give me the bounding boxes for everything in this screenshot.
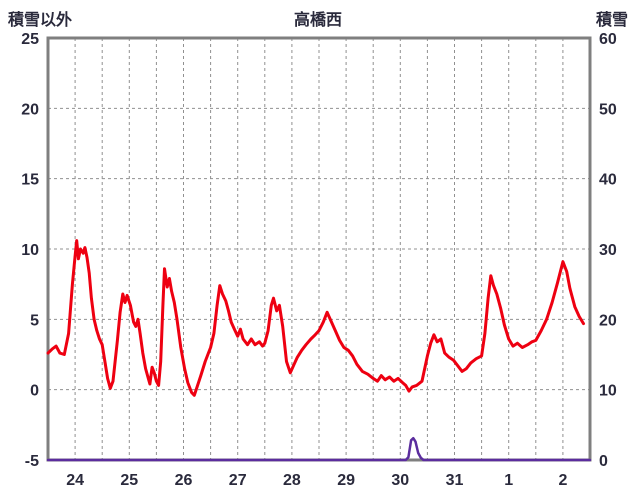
left-axis-tick-label: 15 bbox=[21, 172, 39, 189]
x-axis-day-label: 30 bbox=[391, 472, 409, 489]
x-axis-day-label: 27 bbox=[229, 472, 247, 489]
right-axis-tick-label: 20 bbox=[599, 312, 617, 329]
x-axis-day-label: 31 bbox=[446, 472, 464, 489]
left-axis-tick-label: 5 bbox=[30, 312, 39, 329]
right-axis-title: 積雪 bbox=[595, 12, 628, 29]
right-axis-tick-label: 10 bbox=[599, 383, 617, 400]
left-axis-tick-label: 0 bbox=[30, 383, 39, 400]
x-axis-day-label: 25 bbox=[120, 472, 138, 489]
x-axis-day-label: 24 bbox=[66, 472, 84, 489]
left-axis-tick-label: 25 bbox=[21, 31, 39, 48]
x-axis-day-label: 29 bbox=[337, 472, 355, 489]
right-axis-tick-label: 50 bbox=[599, 101, 617, 118]
x-axis-day-label: 28 bbox=[283, 472, 301, 489]
x-axis-day-label: 26 bbox=[175, 472, 193, 489]
left-axis-title: 積雪以外 bbox=[8, 12, 73, 29]
left-axis-tick-label: -5 bbox=[25, 453, 39, 470]
left-axis-tick-label: 20 bbox=[21, 101, 39, 118]
series-line-non-snow bbox=[46, 239, 585, 397]
x-axis-day-label: 2 bbox=[558, 472, 567, 489]
left-axis-tick-label: 10 bbox=[21, 242, 39, 259]
right-axis-tick-label: 40 bbox=[599, 172, 617, 189]
right-axis-tick-label: 60 bbox=[599, 31, 617, 48]
x-axis-day-label: 1 bbox=[504, 472, 513, 489]
right-axis-tick-label: 0 bbox=[599, 453, 608, 470]
chart-title: 高橋西 bbox=[293, 12, 342, 29]
right-axis-tick-label: 30 bbox=[599, 242, 617, 259]
series-line-snow bbox=[46, 436, 592, 462]
